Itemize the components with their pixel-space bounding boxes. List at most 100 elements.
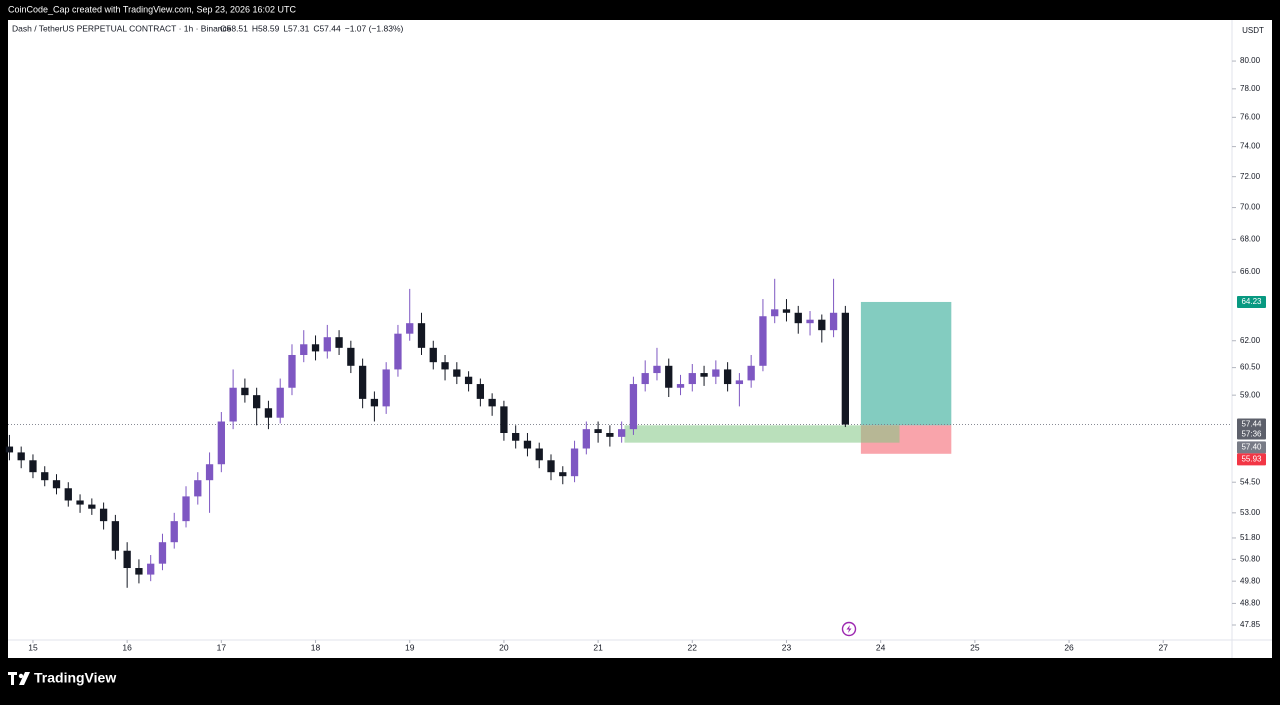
candle-body xyxy=(488,398,496,407)
currency-label: USDT xyxy=(1242,26,1264,35)
candle-body xyxy=(41,472,49,481)
demand-zone xyxy=(624,425,900,443)
candle-body xyxy=(406,323,414,334)
candle-body xyxy=(723,369,732,385)
x-tick-label: 17 xyxy=(217,642,227,652)
stop-label-bg xyxy=(1237,453,1266,466)
candle-body xyxy=(311,344,320,352)
candle-body xyxy=(5,446,14,453)
candle-body xyxy=(841,312,849,425)
candle-body xyxy=(335,337,343,348)
candle-body xyxy=(747,365,755,381)
candle-body xyxy=(617,429,626,437)
candle-body xyxy=(606,432,614,437)
y-tick-label: 66.00 xyxy=(1240,267,1261,276)
candle-body xyxy=(300,344,308,355)
target-label-bg xyxy=(1237,295,1266,308)
candle-body xyxy=(688,373,696,385)
ohlc-value: O58.51 xyxy=(220,23,248,33)
chart-pane xyxy=(8,20,1272,658)
candle-body xyxy=(182,496,190,522)
candle-body xyxy=(347,347,355,366)
symbol-title: Dash / TetherUS PERPETUAL CONTRACT · 1h … xyxy=(12,23,232,33)
y-tick-label: 60.50 xyxy=(1240,363,1261,372)
y-tick-label: 72.00 xyxy=(1240,172,1261,181)
candle-body xyxy=(111,521,120,551)
candle-body xyxy=(64,488,72,501)
countdown-label: 57:36 xyxy=(1241,430,1262,439)
x-tick-label: 22 xyxy=(688,642,698,652)
candle-body xyxy=(476,384,485,399)
candle-body xyxy=(135,568,143,575)
y-tick-label: 62.00 xyxy=(1240,336,1261,345)
x-tick-label: 25 xyxy=(970,642,980,652)
candle-body xyxy=(88,504,96,509)
y-tick-label: 78.00 xyxy=(1240,84,1261,93)
y-tick-label: 59.00 xyxy=(1240,390,1261,399)
candle-body xyxy=(735,380,744,385)
candle-body xyxy=(17,452,25,461)
candle-body xyxy=(547,460,555,473)
entry-label: 57.40 xyxy=(1241,442,1262,451)
candle-body xyxy=(712,369,720,377)
candle-body xyxy=(76,500,84,505)
candle-body xyxy=(653,365,661,374)
candle-body xyxy=(123,550,131,569)
candle-body xyxy=(29,460,37,473)
ohlc-value: C57.44 xyxy=(313,23,341,33)
x-tick-label: 15 xyxy=(28,642,38,652)
candle-body xyxy=(147,563,155,575)
x-tick-label: 24 xyxy=(876,642,886,652)
ohlc-value: H58.59 xyxy=(252,23,280,33)
candle-body xyxy=(559,472,567,477)
stop-label: 55.93 xyxy=(1241,454,1262,463)
y-tick-label: 74.00 xyxy=(1240,142,1261,151)
ohlc-value: L57.31 xyxy=(283,23,309,33)
candle-body xyxy=(370,398,379,407)
x-tick-label: 19 xyxy=(405,642,415,652)
x-tick-label: 18 xyxy=(311,642,321,652)
candle-body xyxy=(99,508,108,522)
y-tick-label: 47.85 xyxy=(1240,620,1261,629)
candle-body xyxy=(700,373,708,377)
y-tick-label: 50.80 xyxy=(1240,554,1261,563)
candle-body xyxy=(241,387,249,396)
candle-body xyxy=(394,333,402,370)
candle-body xyxy=(429,347,437,363)
candle-body xyxy=(665,365,673,388)
x-tick-label: 21 xyxy=(593,642,603,652)
candle-body xyxy=(629,384,638,430)
candle-body xyxy=(382,369,390,407)
brand-logo[interactable] xyxy=(8,672,30,685)
x-tick-label: 23 xyxy=(782,642,792,652)
credit: CoinCode_Cap created with TradingView.co… xyxy=(8,4,297,14)
candle-body xyxy=(829,312,838,331)
y-tick-label: 53.00 xyxy=(1240,508,1261,517)
candle-body xyxy=(158,542,167,564)
x-tick-label: 27 xyxy=(1159,642,1169,652)
candle-body xyxy=(217,421,225,465)
candle-body xyxy=(441,362,449,370)
entry-label-bg xyxy=(1237,441,1266,454)
candle-body xyxy=(818,319,826,331)
candle-body xyxy=(276,387,284,418)
candle-body xyxy=(676,384,685,388)
candle-body xyxy=(570,448,579,477)
take-profit-box xyxy=(860,301,952,426)
candle-body xyxy=(323,337,331,352)
candle-body xyxy=(52,480,61,489)
y-tick-label: 54.50 xyxy=(1240,477,1261,486)
candle-body xyxy=(253,395,261,409)
brand-name: TradingView xyxy=(34,670,116,686)
candle-body xyxy=(759,316,767,366)
alert-icon[interactable] xyxy=(841,621,857,637)
y-tick-label: 76.00 xyxy=(1240,112,1261,121)
candle-body xyxy=(170,521,178,543)
candle-body xyxy=(417,323,426,348)
last-price-label: 57.44 xyxy=(1241,420,1262,429)
candle-body xyxy=(229,387,237,422)
candle-body xyxy=(535,448,543,461)
candle-body xyxy=(464,376,473,385)
last-price-label-bg xyxy=(1237,418,1266,440)
